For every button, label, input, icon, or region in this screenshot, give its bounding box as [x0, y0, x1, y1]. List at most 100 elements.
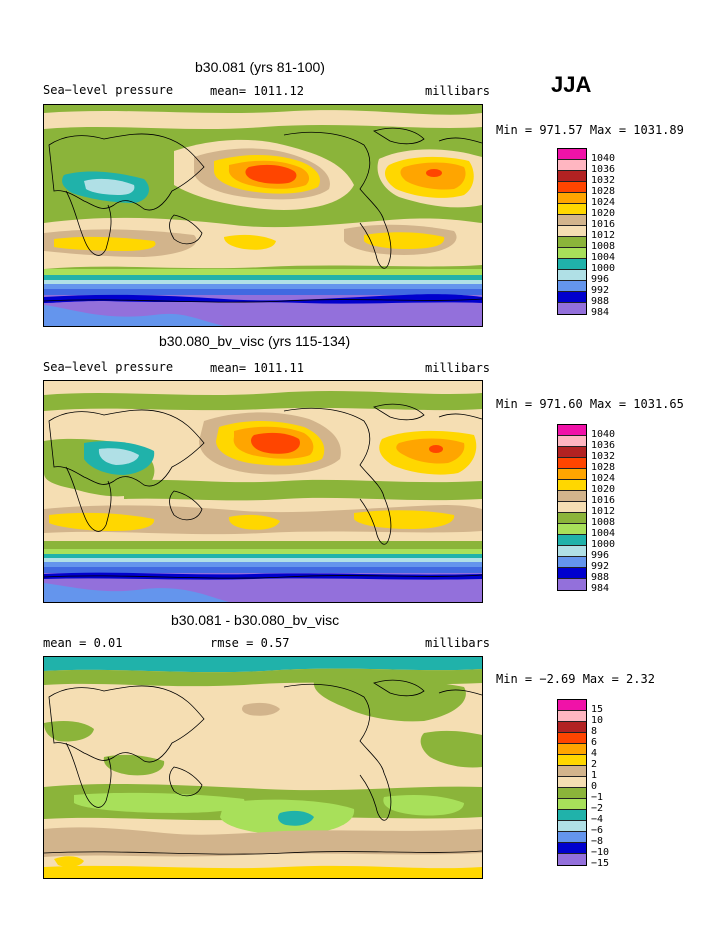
- legend-label: 1004: [591, 528, 616, 539]
- legend-label: 1000: [591, 263, 616, 274]
- band-996: [44, 280, 482, 284]
- south-atlantic-1024: [364, 232, 445, 249]
- legend-label: −4: [591, 814, 604, 825]
- panel1-minmax-label: Min = 971.57 Max = 1031.89: [496, 123, 684, 137]
- panel3-minmax-label: Min = −2.69 Max = 2.32: [496, 672, 655, 686]
- panel1-units-label: millibars: [425, 84, 491, 98]
- band-988: [44, 289, 482, 295]
- band-1008: [44, 541, 482, 549]
- north-pacific-plus1: [242, 702, 280, 716]
- panel3-color-legend: [557, 699, 587, 866]
- antarctic-992: [44, 305, 224, 326]
- panel1-map: [43, 104, 483, 327]
- swatch-1028: [558, 458, 586, 469]
- band-1000: [44, 554, 482, 558]
- coastlines: [44, 127, 482, 303]
- legend-label: 1008: [591, 241, 616, 252]
- season-label: JJA: [551, 72, 592, 97]
- southern-plus1: [44, 827, 482, 857]
- legend-label: 988: [591, 572, 610, 583]
- swatch-minus1: [558, 788, 586, 799]
- south-indian-1024: [49, 512, 155, 531]
- swatch-1036: [558, 160, 586, 171]
- band-996: [44, 558, 482, 562]
- asian-low-1000: [84, 178, 135, 195]
- legend-label: 984: [591, 583, 610, 594]
- legend-label: −10: [591, 847, 610, 858]
- legend-label: 8: [591, 726, 598, 737]
- southern-indian-minus2: [74, 792, 245, 813]
- legend-label: 1036: [591, 440, 616, 451]
- swatch-1016: [558, 491, 586, 502]
- swatch-2: [558, 755, 586, 766]
- swatch-1040: [558, 149, 586, 160]
- legend-label: 1024: [591, 197, 616, 208]
- legend-label: 1036: [591, 164, 616, 175]
- swatch-1040: [558, 425, 586, 436]
- swatch-992: [558, 281, 586, 292]
- coastlines: [44, 679, 482, 855]
- panel2-minmax-label: Min = 971.60 Max = 1031.65: [496, 397, 684, 411]
- region-1016: [44, 110, 482, 129]
- panel2-color-legend: [557, 424, 587, 591]
- swatch-10: [558, 711, 586, 722]
- swatch-0: [558, 777, 586, 788]
- legend-label: 1008: [591, 517, 616, 528]
- swatch-minus10: [558, 843, 586, 854]
- swatch-1004: [558, 248, 586, 259]
- band-992: [44, 284, 482, 289]
- panel2-contour-plot: [44, 381, 482, 602]
- legend-label: 6: [591, 737, 598, 748]
- arctic-minus4: [44, 657, 482, 673]
- swatch-1020: [558, 480, 586, 491]
- asian-low-1000: [98, 448, 139, 465]
- panel3-map: [43, 656, 483, 879]
- legend-label: −15: [591, 858, 610, 869]
- azores-high-1032: [429, 445, 443, 453]
- legend-label: −1: [591, 792, 604, 803]
- equatorial-1008: [124, 479, 482, 501]
- swatch-8: [558, 722, 586, 733]
- panel3-title: b30.081 - b30.080_bv_visc: [171, 612, 340, 628]
- legend-label: 1032: [591, 175, 616, 186]
- legend-label: 1020: [591, 208, 616, 219]
- swatch-minus2: [558, 799, 586, 810]
- band-low-core: [44, 294, 482, 304]
- legend-label: 1: [591, 770, 598, 781]
- band-1004: [44, 549, 482, 554]
- legend-label: −8: [591, 836, 604, 847]
- legend-label: 1028: [591, 186, 616, 197]
- swatch-984: [558, 579, 586, 590]
- swatch-minus6: [558, 821, 586, 832]
- indian-minus1: [103, 754, 165, 776]
- panel1-legend-labels: 1040 1036 1032 1028 1024 1020 1016 1012 …: [591, 153, 615, 318]
- panel3-mean-label: mean = 0.01: [43, 636, 123, 650]
- swatch-1024: [558, 469, 586, 480]
- panel2-variable-label: Sea−level pressure: [43, 360, 174, 374]
- panel1-contour-plot: [44, 105, 482, 326]
- legend-label: 1040: [591, 153, 616, 164]
- legend-label: 1004: [591, 252, 616, 263]
- legend-label: 996: [591, 550, 610, 561]
- swatch-minus8: [558, 832, 586, 843]
- panel1-variable-label: Sea−level pressure: [43, 83, 174, 97]
- north-pacific-high-1032: [251, 432, 300, 454]
- south-pacific-1024: [228, 514, 280, 530]
- legend-label: 984: [591, 307, 610, 318]
- coastlines: [44, 403, 482, 579]
- legend-label: 1032: [591, 451, 616, 462]
- legend-label: 1028: [591, 462, 616, 473]
- antarctic-plus2-band: [44, 865, 482, 878]
- swatch-996: [558, 546, 586, 557]
- swatch-988: [558, 292, 586, 303]
- band-992: [44, 562, 482, 567]
- legend-label: 1040: [591, 429, 616, 440]
- swatch-1020: [558, 204, 586, 215]
- panel2-map: [43, 380, 483, 603]
- south-pacific-1024: [224, 234, 276, 250]
- swatch-1: [558, 766, 586, 777]
- legend-label: 1024: [591, 473, 616, 484]
- swatch-15: [558, 700, 586, 711]
- swatch-minus4: [558, 810, 586, 821]
- swatch-1032: [558, 447, 586, 458]
